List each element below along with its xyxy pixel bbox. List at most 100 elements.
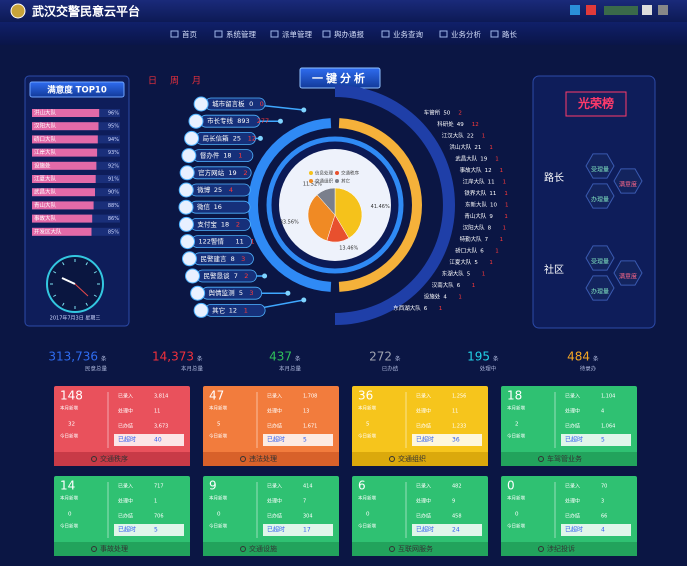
icon[interactable] xyxy=(586,5,596,15)
metric-label: 受理量 xyxy=(591,258,609,266)
icon[interactable] xyxy=(570,5,580,15)
clock-hand xyxy=(74,283,89,297)
period-tab[interactable]: 周 xyxy=(170,76,179,87)
metric-label: 处理中 xyxy=(416,498,431,505)
unit-name: 东西湖大队 xyxy=(393,304,421,312)
unit-name: 江岸大队 xyxy=(34,148,57,156)
overdue-label: 已超时 xyxy=(267,526,285,534)
metric-label: 已办结 xyxy=(267,513,282,520)
nav-item[interactable]: 舆办通报 xyxy=(334,29,364,39)
honor-title-box xyxy=(565,91,627,117)
overdue-label: 已超时 xyxy=(416,526,434,534)
overdue-label: 已超时 xyxy=(565,436,583,444)
nav-item[interactable]: 系统管理 xyxy=(226,29,256,39)
channel-name: 督办件 xyxy=(200,151,220,160)
satisfaction-bar xyxy=(32,161,97,170)
unit-count: 19 xyxy=(480,157,487,163)
stat-label: 待录办 xyxy=(580,365,597,373)
nav-item[interactable]: 派单管理 xyxy=(282,29,312,39)
unit-count: 5 xyxy=(467,272,471,278)
user-badge[interactable] xyxy=(604,6,638,15)
stat-value: 484 xyxy=(567,350,590,364)
unit-name: 汉南大队 xyxy=(432,281,455,289)
channel-pending: 1 xyxy=(244,306,248,314)
clock-tick xyxy=(53,294,57,297)
stat-unit: 条 xyxy=(493,355,499,363)
card-icon xyxy=(389,456,395,462)
unit-name: 硚口大队 xyxy=(455,247,478,255)
channel-icon xyxy=(188,113,204,129)
period-tab[interactable]: 日 xyxy=(148,76,157,87)
card-title: 事故处理 xyxy=(100,544,128,553)
channel-count: 18 xyxy=(221,220,229,228)
unit-pending: 1 xyxy=(482,134,486,140)
satisfaction-bar xyxy=(32,214,93,223)
month-new-label: 本月新增 xyxy=(209,405,227,412)
metric-label: 已录入 xyxy=(267,393,282,400)
nav-item[interactable]: 首页 xyxy=(182,29,197,39)
satisfaction-label: 91% xyxy=(108,177,119,183)
clock-date: 2017年7月3日 星期三 xyxy=(50,315,101,322)
channel-count: 0 xyxy=(249,100,253,108)
top10-title: 满意度 TOP10 xyxy=(47,85,107,96)
today-new-value: 2 xyxy=(515,422,519,428)
channel-icon xyxy=(181,148,197,164)
overdue-value: 40 xyxy=(154,437,162,444)
metric-value: 3,814 xyxy=(154,394,168,400)
stat-value: 14,373 xyxy=(152,350,194,364)
card-title: 互联网服务 xyxy=(398,544,433,553)
stat-unit: 条 xyxy=(395,355,401,363)
metric-label: 满意度 xyxy=(619,273,637,281)
metric-label: 办理量 xyxy=(591,196,609,204)
nav-icon xyxy=(439,30,448,38)
metric-label: 已录入 xyxy=(565,483,580,490)
nav-item[interactable]: 业务分析 xyxy=(451,29,481,39)
month-new-label: 本月新增 xyxy=(358,405,376,412)
overdue-box xyxy=(114,524,184,536)
unit-name: 江夏大队 xyxy=(34,175,57,183)
channel-count: 12 xyxy=(229,306,237,314)
card-title: 交通秩序 xyxy=(100,454,128,463)
legend-swatch xyxy=(335,179,339,183)
channel-name: 城市留言板 xyxy=(212,99,245,108)
channel-name: 支付宝 xyxy=(197,219,217,228)
unit-pending: 1 xyxy=(503,226,507,232)
avatar[interactable] xyxy=(642,5,652,15)
month-new-value: 14 xyxy=(60,479,75,493)
card-title: 交通组织 xyxy=(398,454,426,463)
channel-name: 其它 xyxy=(212,305,225,314)
overdue-label: 已超时 xyxy=(267,436,285,444)
period-tab[interactable]: 月 xyxy=(192,76,201,87)
channel-pending: 2 xyxy=(244,272,248,280)
card-strip xyxy=(203,542,339,556)
unit-name: 江汉大队 xyxy=(442,132,465,140)
logout[interactable] xyxy=(658,5,668,15)
unit-pending: 1 xyxy=(439,306,443,312)
channel-name: 微博 xyxy=(197,185,211,194)
channel-icon xyxy=(184,130,200,146)
overdue-label: 已超时 xyxy=(416,436,434,444)
satisfaction-bar xyxy=(32,122,99,131)
channel-count: 11 xyxy=(236,238,244,246)
honor-hex xyxy=(585,245,615,271)
today-new-value: 32 xyxy=(68,422,75,428)
channel-icon xyxy=(178,216,194,232)
card-strip xyxy=(352,452,488,466)
pie-label: 13.46% xyxy=(339,245,358,251)
unit-name: 科研处 xyxy=(437,120,454,128)
ring-left xyxy=(247,118,332,292)
metric-label: 处理中 xyxy=(267,408,282,415)
header-bar xyxy=(0,0,687,22)
channel-name: 民警建言 xyxy=(200,254,227,263)
today-new-value: 0 xyxy=(515,512,519,518)
card-icon xyxy=(538,546,544,552)
nav-item[interactable]: 路长 xyxy=(502,29,517,39)
clock-tick xyxy=(53,271,57,274)
unit-count: 11 xyxy=(489,191,496,197)
today-new-value: 0 xyxy=(217,512,221,518)
metric-value: 11 xyxy=(154,409,160,415)
unit-name: 汉阳大队 xyxy=(34,122,57,130)
unit-count: 12 xyxy=(485,168,492,174)
unit-name: 洪山大队 xyxy=(449,143,472,151)
nav-item[interactable]: 业务查询 xyxy=(393,29,423,39)
